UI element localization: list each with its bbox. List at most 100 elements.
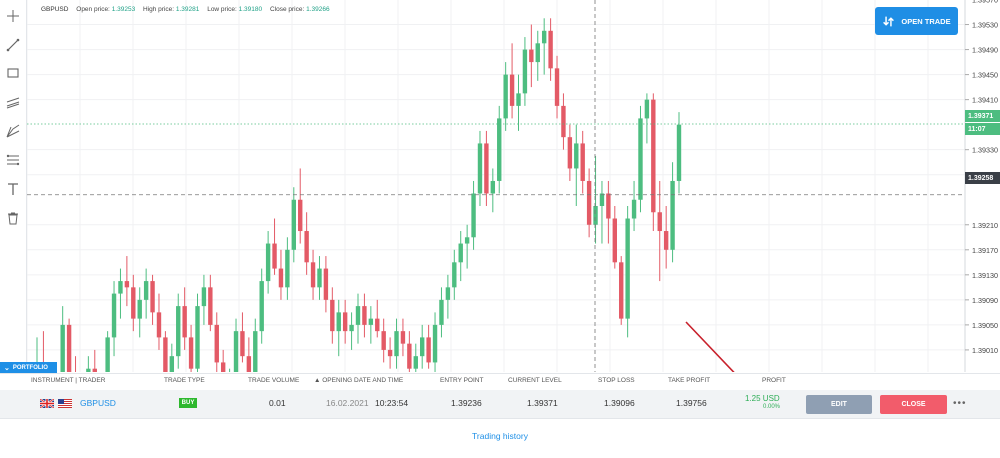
ohlc-open-label: Open price:: [76, 6, 110, 13]
trade-arrows-icon: [883, 16, 895, 26]
price-axis-label: 1.39450: [972, 71, 998, 80]
price-axis-label: 1.39410: [972, 96, 998, 105]
candle-up: [439, 299, 444, 325]
candle-up: [432, 324, 438, 363]
candle-up: [452, 262, 457, 288]
candle-up: [233, 331, 239, 372]
candle-down: [657, 212, 662, 232]
candle-up: [574, 143, 579, 169]
annotation-arrow: [685, 321, 735, 372]
candle-up: [195, 306, 200, 369]
candle-down: [124, 281, 130, 288]
candle-down: [381, 331, 386, 350]
open-time: 10:23:54: [375, 398, 409, 408]
candle-up: [176, 306, 181, 357]
candle-up: [259, 281, 264, 332]
candle-down: [131, 287, 136, 319]
crosshair-tool[interactable]: [3, 6, 23, 26]
candle-up: [516, 93, 521, 106]
table-row[interactable]: GBPUSD BUY 0.01 16.02.2021 10:23:54 1.39…: [0, 390, 1000, 419]
profit-value: 1.25 USD: [745, 394, 780, 403]
candle-up: [497, 118, 502, 181]
ohlc-close-label: Close price:: [269, 6, 305, 13]
chart-canvas[interactable]: 1.39570 1.39530 1.39490 1.39450 1.39410 1.393…: [27, 0, 1000, 372]
text-icon: [8, 183, 18, 195]
candle-up: [541, 30, 547, 44]
price-axis-label: 1.39130: [972, 271, 998, 280]
candle-up: [111, 293, 117, 338]
candle-down: [208, 287, 213, 325]
uk-flag-icon: [40, 399, 54, 408]
trash-tool[interactable]: [3, 208, 23, 228]
header-take-profit[interactable]: TAKE PROFIT: [668, 377, 711, 384]
candle-up: [336, 312, 341, 332]
header-trade-volume[interactable]: TRADE VOLUME: [248, 377, 300, 384]
trading-history-link[interactable]: Trading history: [472, 431, 528, 441]
rectangle-tool[interactable]: [3, 63, 23, 83]
candle-up: [291, 199, 296, 250]
candle-down: [246, 356, 252, 372]
instrument-name[interactable]: GBPUSD: [80, 398, 116, 408]
edit-button[interactable]: EDIT: [806, 395, 872, 414]
candle-down: [663, 231, 669, 250]
header-entry-point[interactable]: ENTRY POINT: [440, 377, 484, 384]
candle-down: [567, 137, 573, 169]
header-stop-loss[interactable]: STOP LOSS: [598, 377, 635, 384]
candle-down: [304, 231, 309, 263]
candle-up: [625, 218, 630, 319]
candle-up: [368, 318, 374, 325]
open-trade-label: OPEN TRADE: [901, 16, 951, 26]
header-profit[interactable]: PROFIT: [762, 377, 786, 384]
pitchfork-tool[interactable]: [3, 121, 23, 141]
candle-up: [143, 281, 149, 300]
ohlc-high-label: High price:: [143, 6, 175, 13]
ohlc-open-value: 1.39253: [111, 6, 136, 13]
parallel-channel-tool[interactable]: [3, 92, 23, 112]
rectangle-icon: [7, 68, 19, 78]
current-level: 1.39371: [527, 398, 558, 408]
price-axis-label: 1.39530: [972, 21, 998, 30]
candle-up: [317, 268, 322, 288]
stop-loss[interactable]: 1.39096: [604, 398, 635, 408]
candle-down: [426, 337, 431, 363]
candle-down: [150, 281, 155, 313]
candle-up: [355, 306, 361, 325]
candle-down: [278, 268, 284, 288]
ohlc-low-value: 1.39180: [238, 6, 263, 13]
candle-up: [464, 237, 470, 244]
portfolio-panel: INSTRUMENT | TRADER TRADE TYPE TRADE VOL…: [0, 373, 1000, 458]
crosshair-price-tag: 1.39258: [965, 172, 1000, 184]
candle-up: [60, 324, 65, 372]
candle-up: [503, 74, 508, 119]
candle-down: [188, 337, 194, 369]
trend-line-icon: [6, 38, 20, 52]
candle-up: [522, 49, 528, 94]
candle-up: [105, 337, 110, 372]
trend-line-tool[interactable]: [3, 35, 23, 55]
header-trade-type[interactable]: TRADE TYPE: [164, 377, 205, 384]
candle-down: [214, 324, 219, 363]
header-current-level[interactable]: CURRENT LEVEL: [508, 377, 562, 384]
parallel-channel-icon: [6, 97, 20, 109]
candle-down: [619, 262, 624, 319]
candle-up: [445, 287, 451, 300]
open-trade-button[interactable]: OPEN TRADE: [875, 7, 958, 35]
text-tool[interactable]: [3, 179, 23, 199]
profit-percent: 0.00%: [763, 404, 781, 410]
header-instrument[interactable]: INSTRUMENT | TRADER: [31, 377, 106, 384]
current-price-tag: 1.39371: [965, 110, 1000, 122]
candle-down: [580, 143, 585, 181]
trade-volume: 0.01: [269, 398, 286, 408]
candle-up: [285, 249, 290, 288]
close-button[interactable]: CLOSE: [880, 395, 947, 414]
portfolio-tab[interactable]: ⌄ PORTFOLIO: [0, 362, 57, 373]
take-profit[interactable]: 1.39756: [676, 398, 707, 408]
header-opening-date[interactable]: ▲ OPENING DATE AND TIME: [314, 377, 404, 384]
candle-down: [330, 299, 335, 332]
candle-down: [586, 180, 592, 225]
price-chart[interactable]: 1.39570 1.39530 1.39490 1.39450 1.39410 1.393…: [27, 0, 1000, 372]
fibonacci-tool[interactable]: [3, 150, 23, 170]
more-options-button[interactable]: •••: [953, 398, 967, 409]
candle-up: [490, 180, 496, 194]
ohlc-close-value: 1.39266: [306, 6, 330, 13]
